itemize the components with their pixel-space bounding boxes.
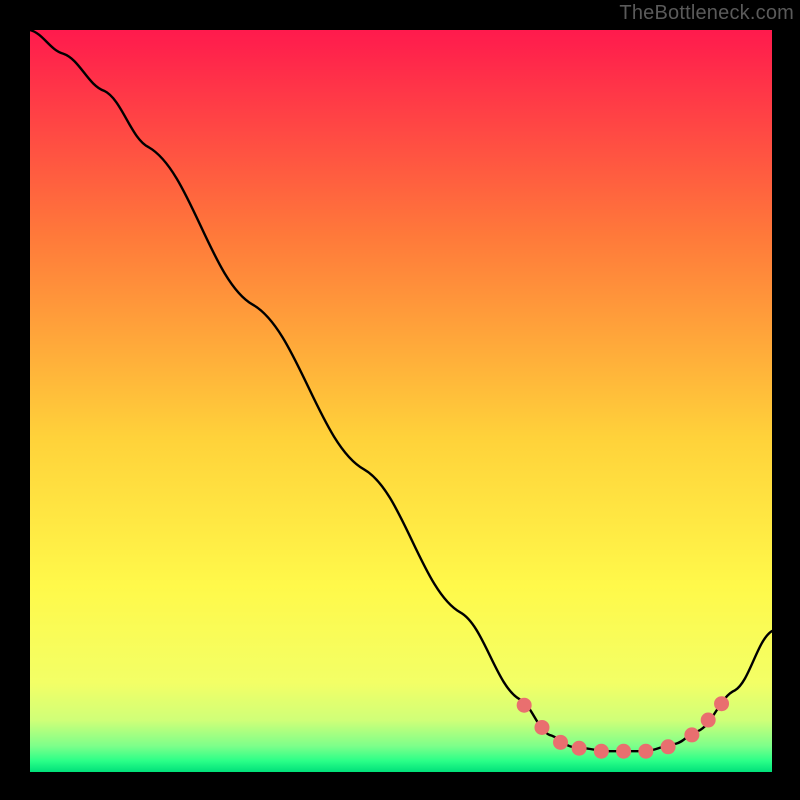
- curve-marker: [714, 696, 729, 711]
- curve-marker: [616, 744, 631, 759]
- curve-marker: [661, 739, 676, 754]
- bottleneck-curve-chart: [0, 0, 800, 800]
- curve-marker: [594, 744, 609, 759]
- watermark-text: TheBottleneck.com: [619, 2, 794, 25]
- curve-marker: [517, 698, 532, 713]
- curve-marker: [684, 727, 699, 742]
- curve-marker: [553, 735, 568, 750]
- chart-container: TheBottleneck.com: [0, 0, 800, 800]
- curve-marker: [701, 713, 716, 728]
- curve-marker: [534, 720, 549, 735]
- curve-marker: [572, 741, 587, 756]
- curve-marker: [638, 744, 653, 759]
